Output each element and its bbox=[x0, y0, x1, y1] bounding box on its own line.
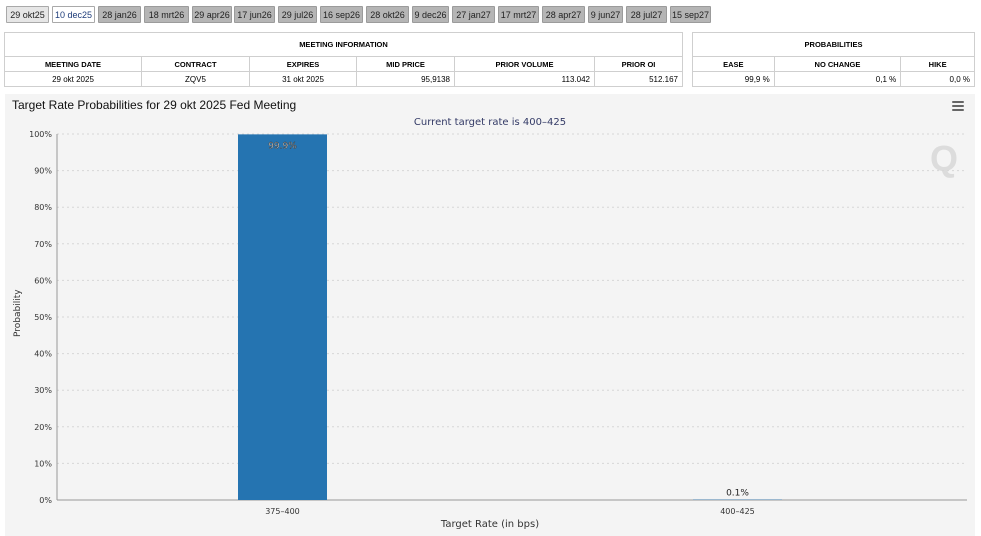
prior-oi-value: 512.167 bbox=[594, 71, 683, 87]
y-tick-label: 50% bbox=[34, 313, 52, 322]
col-hike: HIKE bbox=[900, 56, 975, 72]
col-contract: CONTRACT bbox=[141, 56, 250, 72]
probabilities-header: PROBABILITIES bbox=[692, 32, 975, 57]
y-tick-label: 100% bbox=[29, 130, 52, 139]
table-row: 99,9 % 0,1 % 0,0 % bbox=[692, 71, 975, 87]
bar-375–400 bbox=[238, 134, 327, 500]
y-tick-label: 40% bbox=[34, 350, 52, 359]
tab-28-jul27[interactable]: 28 jul27 bbox=[626, 6, 667, 23]
col-prior-oi: PRIOR OI bbox=[594, 56, 683, 72]
tab-15-sep27[interactable]: 15 sep27 bbox=[670, 6, 711, 23]
tab-27-jan27[interactable]: 27 jan27 bbox=[452, 6, 495, 23]
meeting-information-table: MEETING INFORMATION MEETING DATE CONTRAC… bbox=[4, 32, 683, 87]
data-label: 99.9% bbox=[268, 141, 297, 151]
tab-16-sep26[interactable]: 16 sep26 bbox=[320, 6, 363, 23]
ease-value: 99,9 % bbox=[692, 71, 775, 87]
prior-volume-value: 113.042 bbox=[454, 71, 595, 87]
tab-10-dec25[interactable]: 10 dec25 bbox=[52, 6, 95, 23]
y-tick-label: 30% bbox=[34, 386, 52, 395]
col-no-change: NO CHANGE bbox=[773, 56, 902, 72]
y-tick-label: 80% bbox=[34, 203, 52, 212]
y-tick-label: 90% bbox=[34, 167, 52, 176]
data-label: 0.1% bbox=[726, 489, 749, 499]
tab-18-mrt26[interactable]: 18 mrt26 bbox=[144, 6, 189, 23]
tab-29-jul26[interactable]: 29 jul26 bbox=[278, 6, 317, 23]
tab-29-okt25[interactable]: 29 okt25 bbox=[6, 6, 49, 23]
col-ease: EASE bbox=[692, 56, 775, 72]
tab-28-okt26[interactable]: 28 okt26 bbox=[366, 6, 409, 23]
no-change-value: 0,1 % bbox=[773, 71, 902, 87]
y-tick-label: 70% bbox=[34, 240, 52, 249]
tab-28-apr27[interactable]: 28 apr27 bbox=[542, 6, 585, 23]
col-meeting-date: MEETING DATE bbox=[4, 56, 142, 72]
mid-price-value: 95,9138 bbox=[356, 71, 455, 87]
x-tick-label: 375–400 bbox=[265, 507, 300, 516]
meeting-date-value: 29 okt 2025 bbox=[4, 71, 142, 87]
table-row: 29 okt 2025 ZQV5 31 okt 2025 95,9138 113… bbox=[4, 71, 683, 87]
y-axis-label: Probability bbox=[13, 289, 23, 337]
tab-9-dec26[interactable]: 9 dec26 bbox=[412, 6, 449, 23]
y-tick-label: 0% bbox=[39, 496, 52, 505]
tab-9-jun27[interactable]: 9 jun27 bbox=[588, 6, 623, 23]
hamburger-menu-icon[interactable] bbox=[952, 101, 964, 112]
target-rate-chart: Target Rate Probabilities for 29 okt 202… bbox=[5, 94, 975, 536]
x-tick-label: 400–425 bbox=[720, 507, 755, 516]
chart-plot-area: 0% 10% 20% 30% 40% 50% 60% 70% 80% 90% 100% 375–400… bbox=[29, 130, 967, 516]
chart-title: Target Rate Probabilities for 29 okt 202… bbox=[12, 98, 297, 112]
col-mid-price: MID PRICE bbox=[356, 56, 455, 72]
watermark-logo: Q bbox=[929, 138, 958, 179]
y-tick-label: 20% bbox=[34, 423, 52, 432]
y-tick-label: 60% bbox=[34, 276, 52, 285]
meeting-information-header: MEETING INFORMATION bbox=[4, 32, 683, 57]
contract-value: ZQV5 bbox=[141, 71, 250, 87]
probabilities-table: PROBABILITIES EASE NO CHANGE HIKE 99,9 %… bbox=[692, 32, 975, 87]
tab-17-jun26[interactable]: 17 jun26 bbox=[234, 6, 275, 23]
hike-value: 0,0 % bbox=[900, 71, 975, 87]
tab-28-jan26[interactable]: 28 jan26 bbox=[98, 6, 141, 23]
x-axis-label: Target Rate (in bps) bbox=[440, 519, 540, 530]
expires-value: 31 okt 2025 bbox=[249, 71, 357, 87]
chart-subtitle: Current target rate is 400–425 bbox=[413, 117, 567, 128]
tab-17-mrt27[interactable]: 17 mrt27 bbox=[498, 6, 539, 23]
y-tick-label: 10% bbox=[34, 459, 52, 468]
col-expires: EXPIRES bbox=[249, 56, 357, 72]
tab-29-apr26[interactable]: 29 apr26 bbox=[192, 6, 232, 23]
col-prior-volume: PRIOR VOLUME bbox=[454, 56, 595, 72]
